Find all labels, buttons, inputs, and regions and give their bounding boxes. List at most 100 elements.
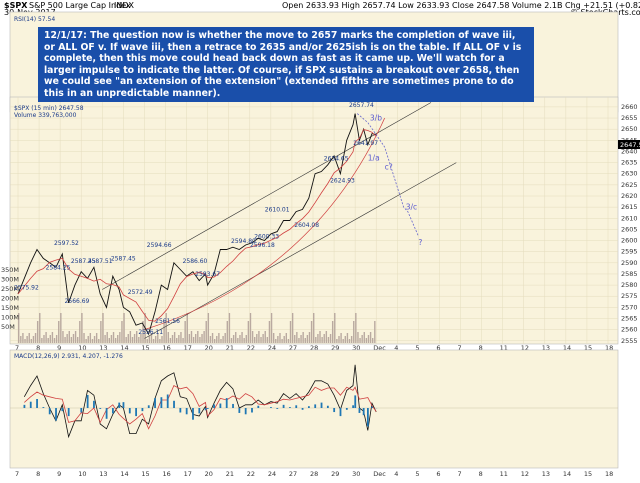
volume-bar [292, 313, 293, 343]
macd-histogram-bar [276, 408, 278, 409]
macd-histogram-bar [219, 404, 221, 409]
volume-bar [193, 337, 194, 343]
volume-bar [39, 313, 40, 343]
volume-bar [75, 331, 76, 343]
volume-bar [313, 313, 314, 343]
x-tick-label: Dec [373, 470, 386, 478]
volume-bar [298, 338, 299, 343]
x-tick-label: 5 [415, 470, 419, 478]
volume-bar [102, 313, 103, 343]
macd-histogram-bar [93, 401, 95, 408]
y-tick-label: 2630 [621, 170, 638, 178]
volume-bar [191, 331, 192, 343]
volume-bar [121, 321, 122, 343]
exchange-label: INDX [114, 1, 135, 10]
volume-bar [109, 338, 110, 343]
volume-bar [364, 332, 365, 343]
volume-bar [37, 321, 38, 343]
x-tick-label: 29 [331, 470, 339, 478]
volume-label: Volume 339,763,000 [14, 112, 77, 119]
volume-bar [229, 313, 230, 343]
volume-bar [203, 331, 204, 343]
macd-histogram-bar [179, 408, 181, 413]
x-tick-label: 13 [542, 470, 550, 478]
volume-bar [184, 321, 185, 343]
macd-histogram-bar [321, 403, 323, 408]
volume-bar [182, 338, 183, 343]
volume-bar [214, 339, 215, 343]
wave-label: c? [385, 162, 393, 171]
x-tick-label: 11 [500, 470, 508, 478]
x-tick-label: 9 [57, 470, 61, 478]
last-price-tag: 2647.58 [618, 140, 640, 149]
volume-bar [296, 332, 297, 343]
volume-bar [361, 335, 362, 343]
macd-histogram-bar [135, 408, 137, 416]
volume-axis-label: 100M [1, 314, 19, 322]
volume-bar [60, 313, 61, 343]
price-annotation: 2584.25 [46, 265, 71, 272]
wave-label: 3/c [406, 202, 417, 211]
volume-bar [237, 338, 238, 343]
volume-bar [29, 333, 30, 343]
volume-bar [218, 333, 219, 343]
x-tick-label: 14 [563, 470, 571, 478]
volume-bar [189, 334, 190, 343]
y-tick-label: 2605 [621, 225, 638, 233]
volume-bar [300, 335, 301, 343]
volume-axis-label: 350M [1, 266, 19, 274]
volume-bar [250, 313, 251, 343]
volume-bar [134, 334, 135, 343]
macd-histogram-bar [367, 408, 369, 426]
volume-bar [328, 337, 329, 343]
volume-bar [172, 335, 173, 343]
volume-bar [210, 336, 211, 343]
macd-histogram-bar [327, 406, 329, 408]
price-annotation: 2594.66 [147, 242, 172, 249]
macd-histogram-bar [49, 408, 51, 414]
volume-bar [107, 332, 108, 343]
volume-bar [338, 336, 339, 343]
volume-bar [347, 333, 348, 343]
volume-bar [92, 339, 93, 343]
macd-histogram-bar [42, 407, 44, 408]
volume-bar [370, 332, 371, 343]
macd-histogram-bar [213, 404, 215, 408]
volume-bar [125, 337, 126, 343]
price-annotation: 2634.65 [324, 155, 349, 162]
volume-bar [128, 334, 129, 343]
volume-bar [81, 313, 82, 343]
volume-bar [159, 339, 160, 343]
volume-bar [48, 338, 49, 343]
volume-bar [254, 337, 255, 343]
volume-bar [239, 335, 240, 343]
volume-bar [252, 331, 253, 343]
price-annotation: 2561.56 [155, 318, 180, 325]
volume-bar [66, 334, 67, 343]
volume-bar [100, 321, 101, 343]
x-tick-label: 8 [36, 470, 40, 478]
volume-bar [208, 313, 209, 343]
volume-bar [111, 335, 112, 343]
volume-bar [321, 337, 322, 343]
volume-bar [271, 313, 272, 343]
volume-bar [20, 336, 21, 343]
y-tick-label: 2555 [621, 337, 638, 345]
volume-bar [241, 332, 242, 343]
macd-histogram-bar [302, 408, 304, 410]
volume-bar [50, 335, 51, 343]
volume-axis-label: 150M [1, 304, 19, 312]
volume-bar [317, 334, 318, 343]
x-tick-label: 8 [479, 470, 483, 478]
volume-bar [355, 313, 356, 343]
macd-histogram-bar [232, 404, 234, 408]
volume-bar [96, 333, 97, 343]
volume-bar [311, 321, 312, 343]
macd-histogram-bar [148, 405, 150, 408]
macd-histogram-bar [205, 408, 207, 410]
volume-bar [104, 335, 105, 343]
price-annotation: 2604.08 [294, 222, 319, 229]
volume-bar [45, 332, 46, 343]
volume-bar [315, 337, 316, 343]
